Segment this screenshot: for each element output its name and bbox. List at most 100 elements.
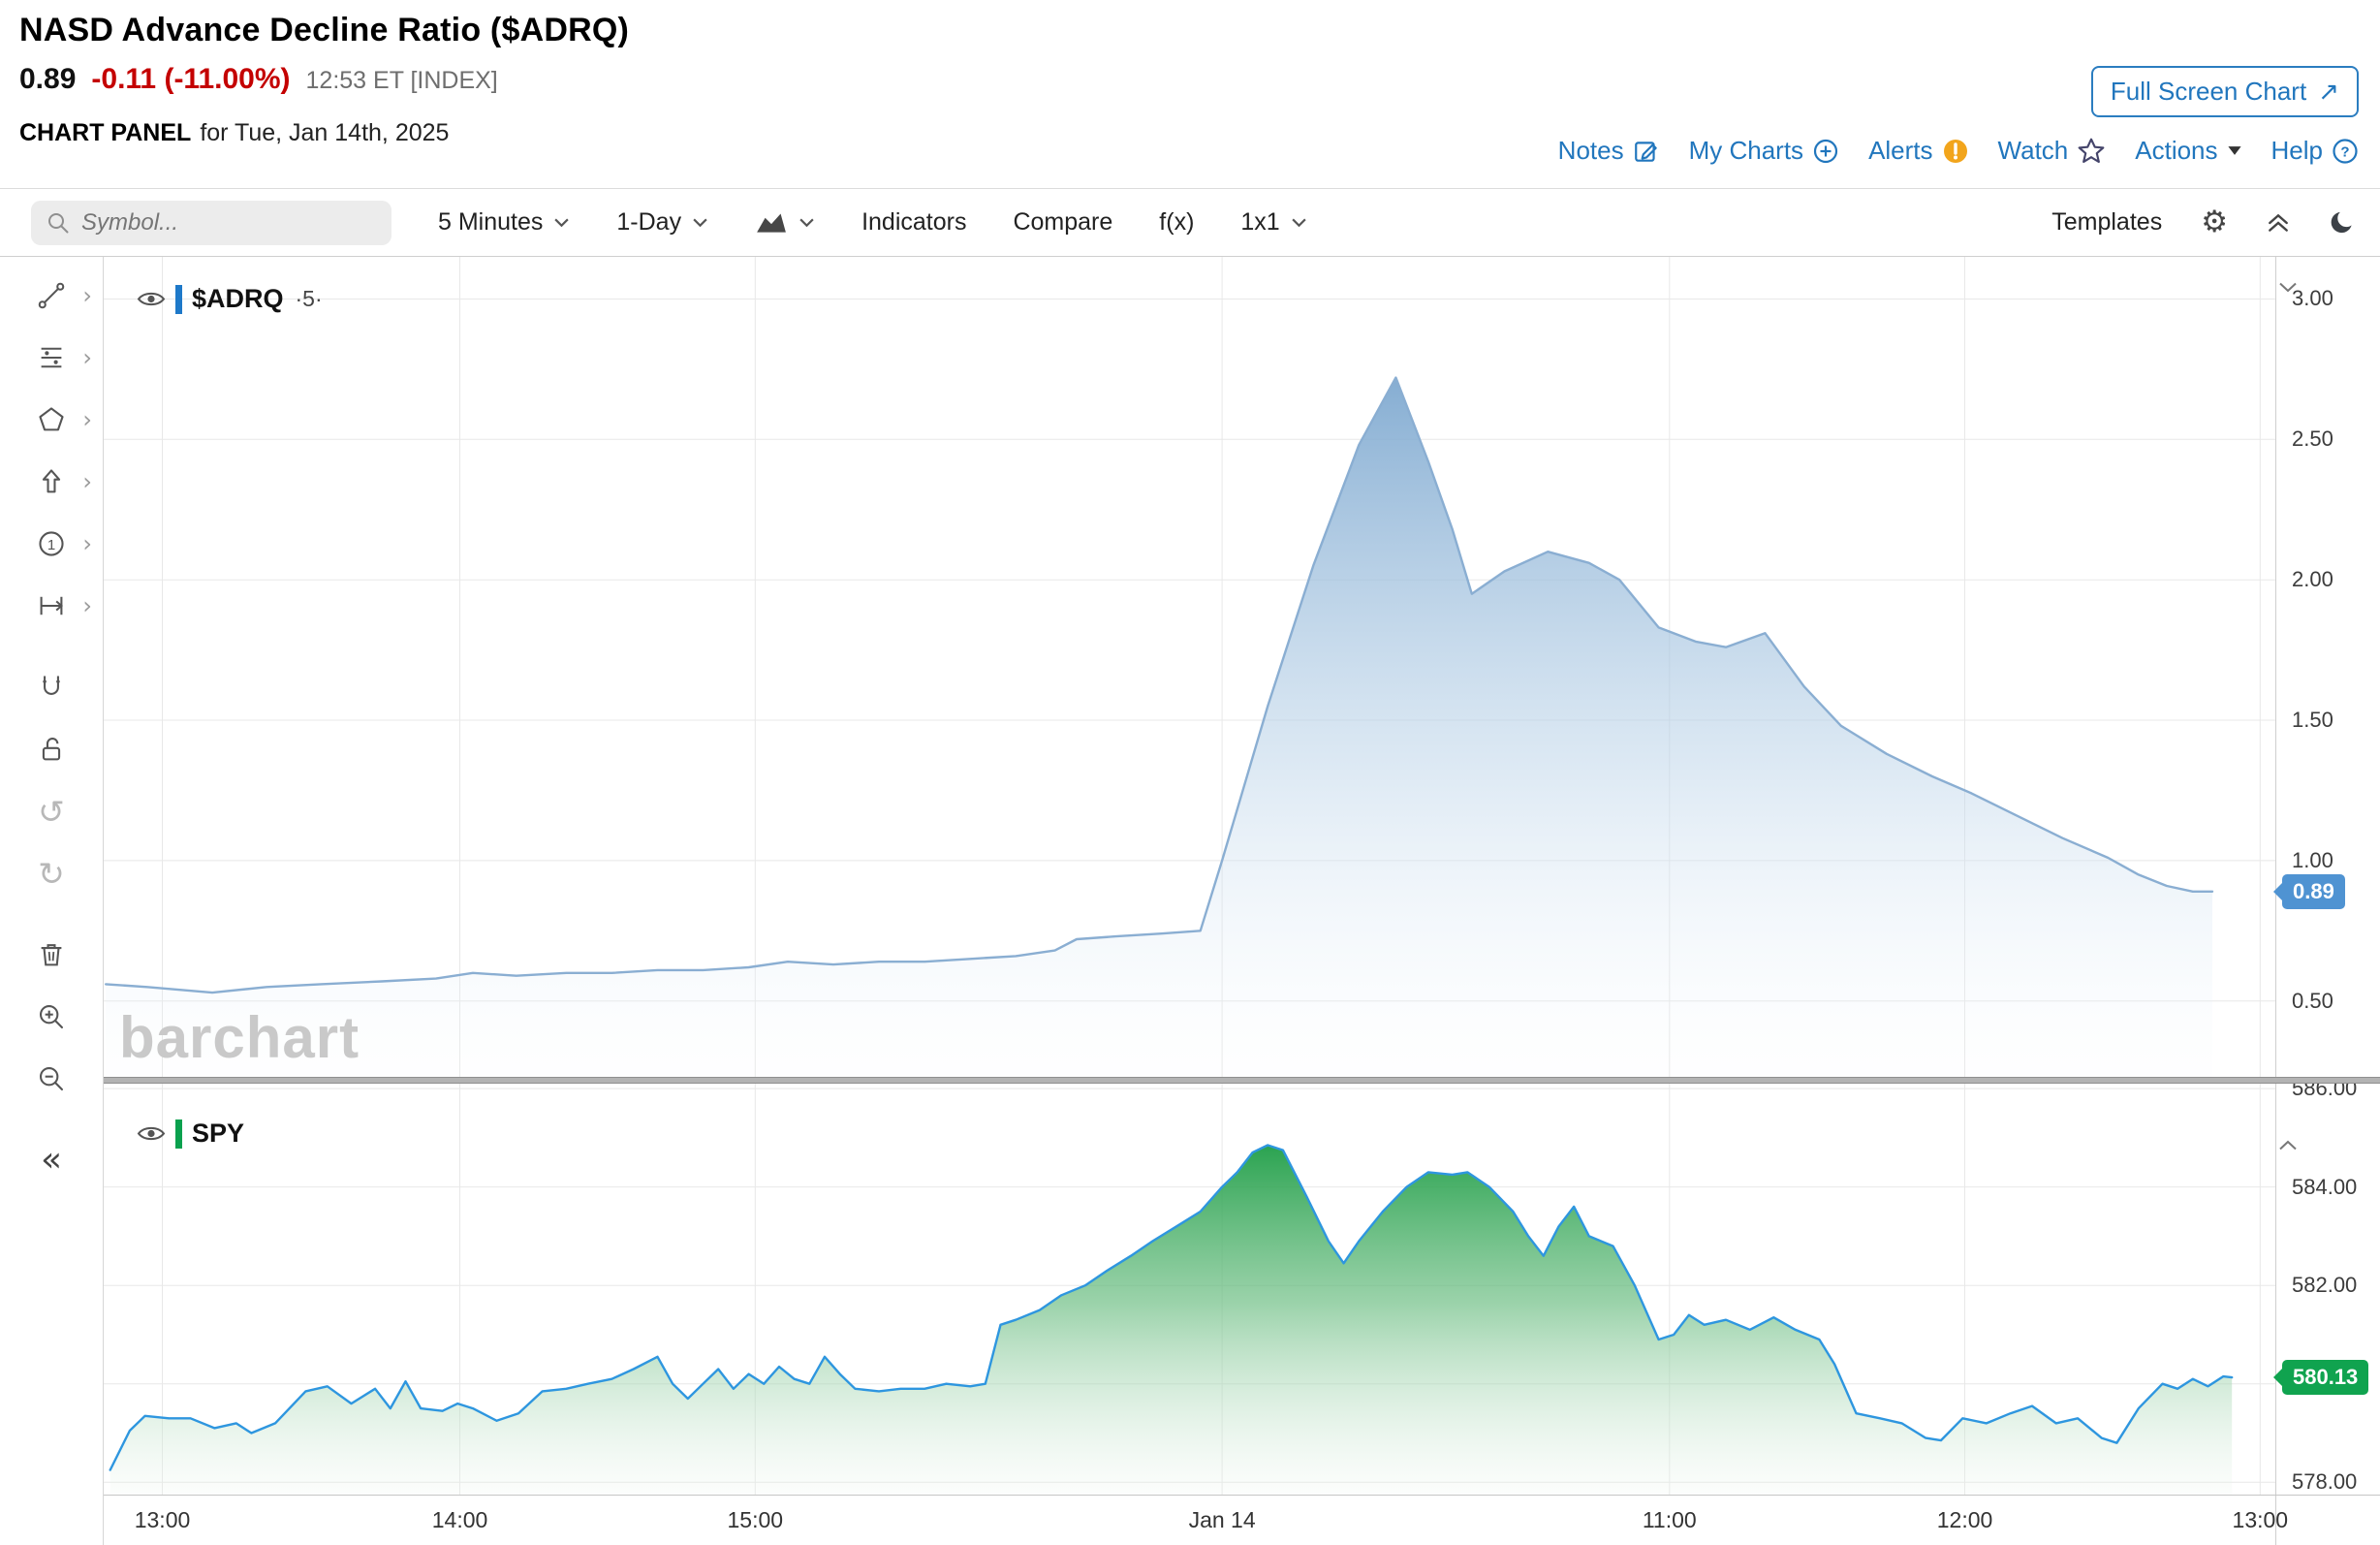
adrq-symbol-label: $ADRQ <box>192 284 284 313</box>
price-axis[interactable]: 3.00 2.50 2.00 1.50 1.00 0.50 0.89 586.00 584.00… <box>2272 257 2380 1545</box>
templates-button[interactable]: Templates <box>2051 208 2162 236</box>
plot-bottom-border <box>104 1495 2380 1496</box>
chart-panel-row: CHART PANEL for Tue, Jan 14th, 2025 <box>19 119 2361 147</box>
toolbar-right: Templates ⚙ <box>2051 207 2355 237</box>
dark-mode-toggle[interactable] <box>2329 209 2355 236</box>
measure-icon <box>40 596 63 615</box>
actions-menu[interactable]: Actions <box>2135 136 2241 166</box>
header: NASD Advance Decline Ratio ($ADRQ) 0.89 … <box>0 0 2380 189</box>
measure-tool[interactable]: › <box>0 575 103 637</box>
polygon-shape-icon <box>39 407 64 431</box>
settings-button[interactable]: ⚙ <box>2201 207 2228 237</box>
symbol-search[interactable] <box>31 200 391 245</box>
annotation-tool[interactable]: 1 › <box>0 513 103 575</box>
zoom-out-button[interactable] <box>0 1048 103 1110</box>
adrq-legend: $ADRQ ·5· <box>137 284 323 314</box>
price-change: -0.11 (-11.00%) <box>91 63 291 95</box>
notes-link[interactable]: Notes <box>1558 136 1660 166</box>
expand-tool-icon[interactable]: › <box>82 592 92 619</box>
expand-tool-icon[interactable]: › <box>82 406 92 433</box>
fibonacci-icon <box>41 347 62 368</box>
trendline-tool[interactable]: › <box>0 265 103 327</box>
symbol-search-input[interactable] <box>81 208 362 236</box>
caret-down-icon <box>2227 146 2241 155</box>
chart-region: › › › › 1 <box>0 257 2380 1545</box>
chart-toolbar: 5 Minutes 1-Day Indicators Compare f(x) … <box>0 189 2380 257</box>
time-axis[interactable]: 13:00 14:00 15:00 Jan 14 11:00 12:00 13:00 <box>104 1495 2288 1545</box>
adrq-pane-collapse-icon[interactable] <box>2278 274 2298 300</box>
x-axis-label: 13:00 <box>134 1507 191 1532</box>
delete-drawings-button[interactable] <box>0 924 103 986</box>
area-chart-icon <box>757 212 786 233</box>
period-label: 5 Minutes <box>438 208 544 236</box>
header-links: Notes My Charts Alerts Watch <box>1558 136 2359 166</box>
y-axis-label: 3.00 <box>2292 286 2333 311</box>
chart-type-selector[interactable] <box>755 210 815 236</box>
spy-legend: SPY <box>137 1119 244 1149</box>
expand-tool-icon[interactable]: › <box>82 530 92 557</box>
my-charts-link[interactable]: My Charts <box>1689 136 1839 166</box>
expand-tool-icon[interactable]: › <box>82 468 92 495</box>
spy-pane[interactable]: SPY <box>104 1084 2275 1495</box>
quote-row: 0.89 -0.11 (-11.00%) 12:53 ET [INDEX] <box>19 63 2361 96</box>
fx-label: f(x) <box>1159 208 1195 236</box>
y-axis-label: 578.00 <box>2292 1469 2358 1495</box>
y-axis-label: 1.50 <box>2292 708 2333 733</box>
expand-tool-icon[interactable]: › <box>82 344 92 371</box>
my-charts-label: My Charts <box>1688 136 1804 165</box>
zoom-in-button[interactable] <box>0 986 103 1048</box>
grid-layout-selector[interactable]: 1x1 <box>1240 208 1306 236</box>
y-axis-label: 2.00 <box>2292 567 2333 592</box>
chevron-down-icon <box>554 218 570 228</box>
gear-icon: ⚙ <box>2201 205 2228 239</box>
pane-resize-divider[interactable] <box>104 1077 2380 1084</box>
last-price: 0.89 <box>19 63 77 95</box>
moon-icon <box>2331 211 2352 234</box>
expand-tool-icon[interactable]: › <box>82 282 92 309</box>
fx-button[interactable]: f(x) <box>1159 208 1194 236</box>
compare-button[interactable]: Compare <box>1013 208 1112 236</box>
barchart-watermark: barchart <box>119 1005 360 1070</box>
shapes-tool[interactable]: › <box>0 389 103 451</box>
indicators-label: Indicators <box>861 208 967 236</box>
templates-label: Templates <box>2051 208 2163 236</box>
adrq-interval-label: ·5· <box>295 286 323 311</box>
spy-series-color-bar <box>175 1119 182 1149</box>
double-chevron-up-icon <box>2269 213 2288 232</box>
collapse-sidebar-button[interactable]: « <box>0 1129 103 1191</box>
one-glyph: 1 <box>47 537 55 553</box>
eye-icon[interactable] <box>137 1123 166 1144</box>
adrq-pane[interactable]: $ADRQ ·5· barchart <box>104 257 2275 1077</box>
last-price-badge: 0.89 <box>2273 873 2345 909</box>
grid-layout-label: 1x1 <box>1240 208 1280 236</box>
circled-one-icon: 1 <box>39 531 64 556</box>
magnet-tool[interactable] <box>0 656 103 718</box>
notes-label: Notes <box>1557 136 1624 165</box>
zoom-in-icon <box>40 1005 63 1028</box>
y-axis-label: 2.50 <box>2292 426 2333 452</box>
eye-icon[interactable] <box>137 289 166 309</box>
help-label: Help <box>2270 136 2323 165</box>
y-axis-label: 0.50 <box>2292 988 2333 1013</box>
chevron-down-icon <box>1292 218 1306 228</box>
page-title: NASD Advance Decline Ratio ($ADRQ) <box>19 12 629 48</box>
range-selector[interactable]: 1-Day <box>616 208 708 236</box>
spy-pane-expand-icon[interactable] <box>2278 1132 2298 1157</box>
fibonacci-tool[interactable]: › <box>0 327 103 389</box>
full-screen-chart-button[interactable]: Full Screen Chart ↗ <box>2090 66 2359 117</box>
watch-link[interactable]: Watch <box>1998 136 2107 166</box>
indicators-button[interactable]: Indicators <box>861 208 966 236</box>
spy-chart-svg[interactable] <box>104 1084 2275 1495</box>
undo-button[interactable]: ↺ <box>0 780 103 842</box>
x-axis-label: 12:00 <box>1936 1507 1993 1532</box>
adrq-chart-svg[interactable] <box>104 257 2275 1077</box>
lock-tool[interactable] <box>0 718 103 780</box>
collapse-panels-button[interactable] <box>2267 211 2290 235</box>
period-selector[interactable]: 5 Minutes <box>438 208 570 236</box>
help-link[interactable]: Help ? <box>2271 136 2359 166</box>
arrow-tool[interactable]: › <box>0 451 103 513</box>
arrow-up-icon <box>42 469 61 493</box>
redo-button[interactable]: ↻ <box>0 842 103 904</box>
tool-group-gap <box>0 1110 103 1129</box>
alerts-link[interactable]: Alerts <box>1868 136 1968 166</box>
